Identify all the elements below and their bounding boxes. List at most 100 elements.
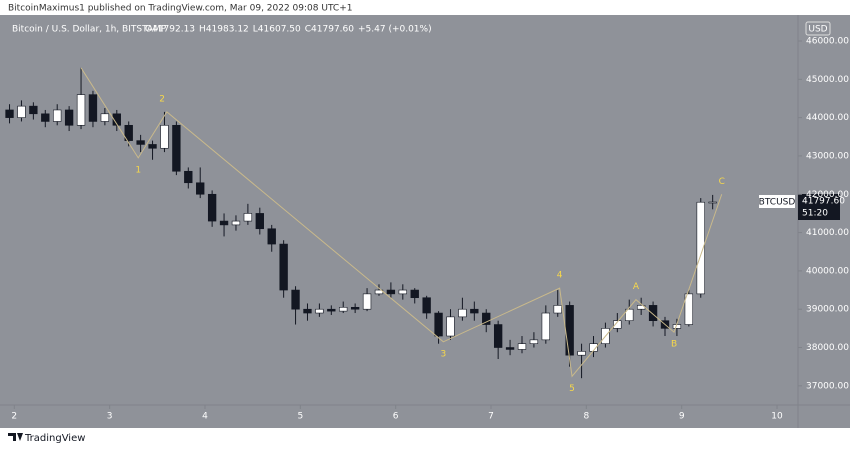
y-tick-label: 41000.00 — [806, 228, 849, 238]
candle-body — [53, 109, 62, 122]
candle-body — [315, 308, 324, 314]
candle-body — [196, 182, 205, 195]
candle-body — [148, 144, 157, 149]
countdown: 51:20 — [802, 209, 828, 219]
y-tick-label: 39000.00 — [806, 305, 849, 315]
candle-body — [5, 109, 14, 118]
candle-body — [327, 308, 336, 312]
wave-label: 3 — [440, 349, 446, 359]
ohlc-key: H — [199, 25, 206, 35]
candle-body — [625, 308, 634, 322]
wave-label: 4 — [557, 271, 563, 281]
attribution: BitcoinMaximus1 published on TradingView… — [8, 4, 352, 14]
y-tick-label: 44000.00 — [806, 113, 849, 123]
candle-body — [219, 220, 229, 226]
brand-logo — [8, 433, 23, 441]
candle-body — [88, 94, 98, 122]
wave-label: B — [671, 340, 677, 350]
y-tick-label: 40000.00 — [806, 266, 849, 276]
wave-label: 5 — [569, 384, 575, 394]
candle-body — [684, 293, 694, 325]
y-tick-label: 46000.00 — [806, 36, 849, 46]
ohlc-value: 41607.50 — [258, 25, 301, 35]
candle-body — [29, 105, 38, 115]
candle-body — [505, 347, 515, 350]
y-tick-label: 43000.00 — [806, 151, 849, 161]
ohlc-value: 41983.12 — [206, 25, 249, 35]
candle-body — [136, 140, 145, 145]
y-tick-label: 42000.00 — [806, 190, 849, 200]
candle-body — [160, 124, 169, 149]
ohlc-key: L — [253, 25, 258, 35]
candle-body — [410, 289, 419, 299]
candle-body — [541, 312, 550, 341]
candle-body — [279, 243, 288, 291]
candle-body — [422, 297, 431, 314]
candle-body — [64, 109, 74, 126]
ohlc-value: 41792.13 — [152, 25, 195, 35]
candle-body — [231, 220, 241, 226]
candle-body — [350, 306, 360, 310]
x-tick-label: 5 — [297, 412, 303, 422]
wave-label: C — [719, 177, 725, 187]
candle-body — [565, 305, 574, 356]
candle-body — [529, 339, 539, 344]
candle-body — [493, 324, 503, 348]
ohlc-value: 41797.60 — [311, 25, 354, 35]
candle-body — [708, 201, 717, 204]
x-tick-label: 6 — [393, 412, 399, 422]
brand: TradingView — [24, 433, 85, 444]
candle-body — [648, 305, 658, 322]
candle-body — [482, 312, 491, 325]
y-tick-label: 37000.00 — [806, 381, 849, 391]
wave-label: 2 — [159, 94, 165, 104]
candle-body — [184, 170, 193, 184]
candle-body — [553, 305, 562, 314]
x-tick-label: 8 — [583, 412, 589, 422]
x-tick-label: 7 — [488, 412, 494, 422]
candle-body — [362, 293, 372, 310]
candle-body — [291, 289, 300, 310]
price-tag-box — [798, 194, 840, 220]
candle-body — [577, 351, 586, 356]
symbol: Bitcoin / U.S. Dollar, 1h, BITSTAMP — [12, 25, 167, 35]
candle-body — [172, 124, 181, 172]
x-tick-label: 3 — [107, 412, 113, 422]
candle-body — [41, 113, 50, 122]
wave-label: 1 — [135, 165, 141, 175]
wave-label: A — [633, 282, 640, 292]
wave-line — [80, 67, 723, 378]
candle-body — [17, 105, 26, 118]
ohlc-key: O — [145, 25, 152, 35]
candle-body — [434, 312, 443, 337]
candle-body — [446, 316, 455, 337]
change: +5.47 (+0.01%) — [358, 25, 432, 35]
candle-body — [267, 228, 276, 245]
candle-body — [112, 113, 121, 126]
ohlc-key: C — [305, 25, 311, 35]
candle-body — [243, 213, 253, 222]
candle-body — [207, 193, 217, 222]
candle-body — [589, 343, 598, 352]
candle-body — [386, 289, 396, 295]
y-tick-label: 38000.00 — [806, 343, 849, 353]
candle-body — [470, 308, 479, 314]
candle-body — [124, 124, 133, 141]
ticker-tag-box — [759, 195, 795, 208]
candle-body — [696, 201, 705, 295]
candle-body — [517, 343, 527, 350]
currency: USD — [808, 25, 827, 35]
candle-body — [398, 289, 407, 295]
x-tick-label: 2 — [11, 412, 17, 422]
currency-box — [805, 21, 831, 36]
candle-body — [76, 94, 86, 126]
chart-background — [0, 15, 850, 428]
candle-body — [303, 308, 312, 314]
y-tick-label: 45000.00 — [806, 75, 849, 85]
ticker-tag: BTCUSD — [759, 198, 796, 208]
candle-body — [100, 113, 110, 122]
candle-body — [255, 213, 264, 230]
candle-body — [339, 306, 348, 312]
